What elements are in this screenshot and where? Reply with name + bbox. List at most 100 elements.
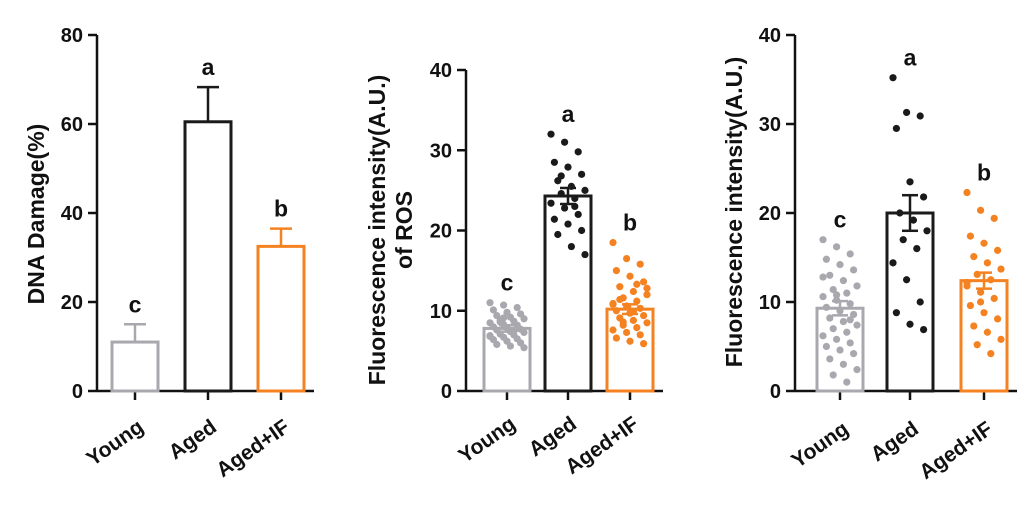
y-axis-title: Fluorescence intensity(A.U.) xyxy=(364,75,390,386)
data-point xyxy=(578,170,586,178)
data-point xyxy=(889,74,897,82)
data-point xyxy=(500,301,508,309)
data-point xyxy=(963,278,971,287)
data-point xyxy=(963,188,971,197)
data-point xyxy=(899,236,907,244)
data-point xyxy=(547,199,555,207)
significance-letter: c xyxy=(129,291,142,317)
data-point xyxy=(983,328,992,336)
chart-panel-fluorescence: Fluorescence intensity(A.U.) 0 10 20 30 40 c Y… xyxy=(721,25,1017,484)
data-point xyxy=(892,309,901,317)
data-point xyxy=(846,316,854,324)
y-tick-label: 20 xyxy=(61,292,83,314)
data-point xyxy=(513,303,521,312)
data-point xyxy=(836,346,844,354)
data-point xyxy=(980,309,988,317)
data-point xyxy=(561,138,569,146)
data-point xyxy=(567,242,576,251)
data-point xyxy=(574,210,582,219)
y-tick-label: 10 xyxy=(759,292,781,314)
data-point xyxy=(623,328,631,337)
data-point xyxy=(836,261,844,269)
data-point xyxy=(826,314,834,322)
data-point xyxy=(819,293,827,301)
data-point xyxy=(623,254,631,263)
data-point xyxy=(520,315,528,323)
significance-letter: c xyxy=(501,270,514,296)
data-point xyxy=(977,288,985,296)
x-category-label: Aged xyxy=(165,415,221,464)
data-point xyxy=(616,295,624,304)
data-point xyxy=(520,328,528,337)
y-tick-label: 30 xyxy=(430,140,452,162)
y-tick-label: 0 xyxy=(441,381,452,403)
data-point xyxy=(903,276,911,284)
data-point xyxy=(612,307,621,315)
data-point xyxy=(920,193,928,201)
data-point xyxy=(819,236,827,244)
data-point xyxy=(581,186,589,194)
y-tick-label: 80 xyxy=(61,25,83,47)
y-tick-label: 40 xyxy=(759,25,781,47)
data-point xyxy=(973,341,981,349)
x-category-label: Aged+IF xyxy=(915,417,997,484)
data-point xyxy=(574,148,582,156)
data-point xyxy=(829,285,837,294)
y-tick-label: 40 xyxy=(61,203,83,225)
data-point xyxy=(983,259,992,267)
data-point xyxy=(636,304,644,312)
data-point xyxy=(970,322,978,330)
bar-aged-plus-if xyxy=(959,279,1009,393)
data-point xyxy=(547,130,555,138)
data-point xyxy=(892,124,901,133)
data-point xyxy=(843,328,851,336)
data-point xyxy=(822,255,831,263)
data-point xyxy=(853,282,861,290)
data-point xyxy=(513,324,521,333)
data-point xyxy=(997,265,1005,273)
data-point xyxy=(833,335,841,343)
chart-panel-ros: Fluorescence intensity(A.U.) of ROS 0 10 2… xyxy=(364,60,663,479)
x-category-label: Young xyxy=(454,412,519,467)
data-point xyxy=(822,342,831,351)
y-tick-label: 60 xyxy=(61,114,83,136)
data-point xyxy=(557,172,565,180)
data-point xyxy=(853,366,861,374)
data-point xyxy=(994,315,1002,323)
data-point xyxy=(987,350,995,358)
data-point xyxy=(920,325,928,334)
data-point xyxy=(571,194,579,202)
data-point xyxy=(578,226,586,235)
data-point xyxy=(846,300,854,308)
data-point xyxy=(906,320,914,328)
data-point xyxy=(609,238,617,247)
y-axis-title: Fluorescence intensity(A.U.) xyxy=(721,57,747,368)
data-point xyxy=(819,332,827,340)
data-point xyxy=(612,334,621,342)
y-axis-title-line2: of ROS xyxy=(391,191,417,269)
data-point xyxy=(633,297,641,305)
data-point xyxy=(500,314,508,322)
data-point xyxy=(903,108,911,117)
data-point xyxy=(581,250,589,259)
bar-aged-plus-if xyxy=(256,244,306,393)
data-point xyxy=(564,163,572,171)
data-point xyxy=(489,306,497,314)
data-point xyxy=(909,216,918,224)
y-tick-label: 0 xyxy=(770,381,781,403)
data-point xyxy=(829,371,837,379)
y-tick-label: 30 xyxy=(759,114,781,136)
data-point xyxy=(493,340,501,349)
data-point xyxy=(987,276,995,284)
data-point xyxy=(633,324,641,332)
data-point xyxy=(626,337,634,345)
data-point xyxy=(913,245,921,253)
data-point xyxy=(966,232,975,240)
data-point xyxy=(923,227,931,235)
data-point xyxy=(853,321,861,329)
x-category-label: Aged+IF xyxy=(212,415,294,482)
data-point xyxy=(636,260,644,268)
data-point xyxy=(916,112,924,120)
data-point xyxy=(520,344,528,352)
